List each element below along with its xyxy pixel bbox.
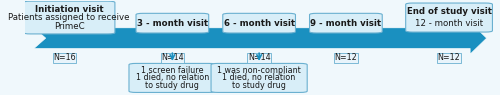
Text: to study drug: to study drug [232,81,286,90]
Text: 3 - month visit: 3 - month visit [137,19,208,28]
Text: N=12: N=12 [438,53,460,62]
Text: N=14: N=14 [248,53,270,62]
FancyBboxPatch shape [211,63,307,92]
Text: to study drug: to study drug [146,81,200,90]
Polygon shape [34,22,486,54]
FancyBboxPatch shape [24,1,115,34]
Text: N=12: N=12 [334,53,357,62]
Text: 12 - month visit: 12 - month visit [415,19,483,28]
Text: 1 was non-compliant: 1 was non-compliant [217,66,301,75]
Text: PrimeC: PrimeC [54,22,84,30]
Text: 9 - month visit: 9 - month visit [310,19,382,28]
FancyBboxPatch shape [136,13,208,33]
Text: 1 screen failure: 1 screen failure [141,66,204,75]
FancyBboxPatch shape [406,3,492,32]
Text: Initiation visit: Initiation visit [35,5,103,14]
Text: N=16: N=16 [53,53,76,62]
Text: 1 died, no relation: 1 died, no relation [222,73,296,82]
FancyBboxPatch shape [129,63,216,92]
FancyBboxPatch shape [223,13,296,33]
Text: Patients assigned to receive: Patients assigned to receive [8,13,130,22]
Text: End of study visit: End of study visit [406,8,492,16]
Text: 6 - month visit: 6 - month visit [224,19,294,28]
FancyBboxPatch shape [310,13,382,33]
Text: N=14: N=14 [161,53,184,62]
Text: 1 died, no relation: 1 died, no relation [136,73,209,82]
